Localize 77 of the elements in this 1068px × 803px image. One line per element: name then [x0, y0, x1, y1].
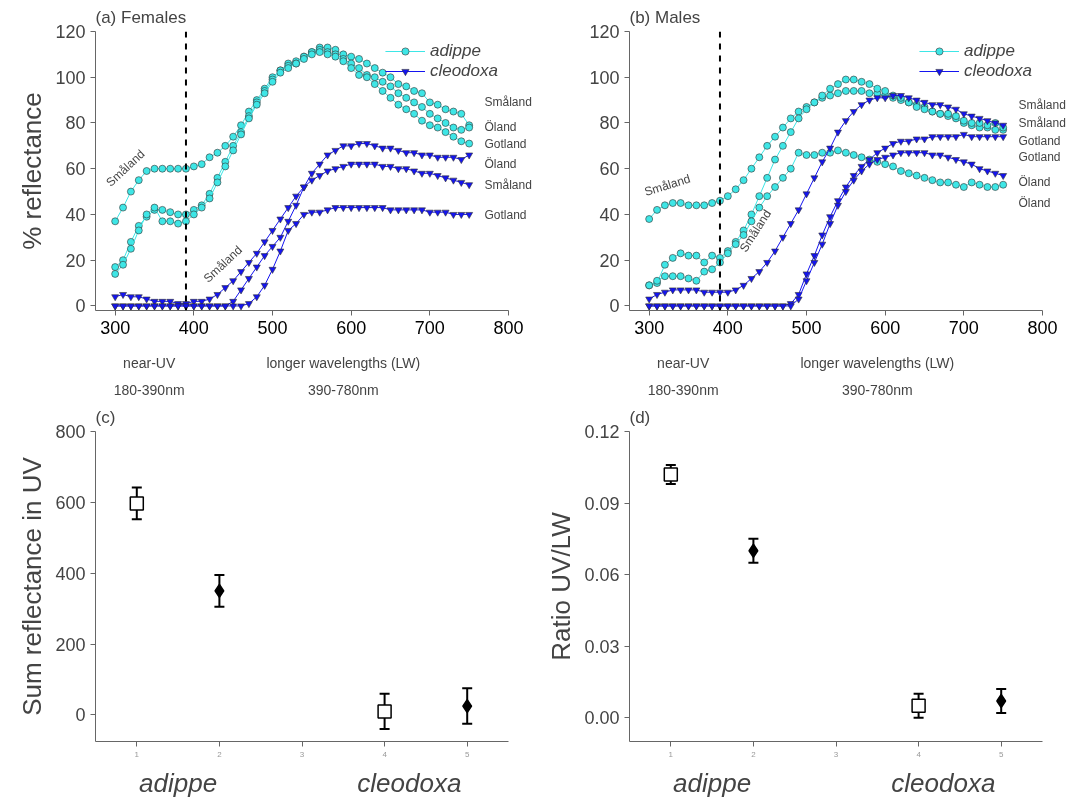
x-tick-label: 300 [100, 317, 131, 338]
text: longer wavelengths (LW) 390-780nm [800, 354, 955, 398]
y-tick-label: 80 [599, 113, 620, 134]
y-axis-title: Ratio UV/LW [546, 511, 577, 661]
x-tick-label: 700 [414, 317, 445, 338]
y-tick-label: 100 [589, 67, 620, 88]
annotation: Gotland [1018, 134, 1061, 149]
y-tick-label: 0.03 [584, 636, 620, 657]
text: adippe [673, 767, 752, 798]
x-tick-label: 600 [336, 317, 367, 338]
chart-title: (a) Females [95, 7, 187, 27]
text: cleodoxa [357, 767, 462, 798]
annotation: Öland [484, 120, 517, 135]
annotation: Småland [484, 95, 532, 110]
chart-title: (d) [629, 407, 651, 427]
y-tick-label: 40 [65, 204, 86, 225]
chart-title: (b) Males [629, 7, 701, 27]
y-tick-label: 60 [599, 159, 620, 180]
y-tick-label: 100 [55, 67, 86, 88]
x-tick-label: 3 [833, 749, 839, 759]
y-tick-label: 0.12 [584, 422, 620, 442]
x-tick-label: 400 [178, 317, 209, 338]
x-tick-label: 2 [217, 749, 223, 759]
y-tick-label: 40 [599, 204, 620, 225]
y-tick-label: 0 [75, 705, 86, 726]
x-tick-label: 800 [493, 317, 524, 338]
annotation: Småland [1018, 116, 1066, 131]
y-tick-label: 800 [55, 422, 86, 442]
text: near-UV 180-390nm [113, 354, 185, 398]
annotation: Gotland [484, 136, 527, 151]
x-tick-label: 5 [464, 749, 470, 759]
y-tick-label: 20 [65, 250, 86, 271]
annotation: Öland [1018, 196, 1051, 211]
y-tick-label: 0 [75, 296, 86, 317]
legend-label: adippe [429, 41, 481, 61]
text: adippe [139, 767, 218, 798]
x-tick-label: 500 [257, 317, 288, 338]
x-tick-label: 700 [948, 317, 979, 338]
y-tick-label: 120 [55, 22, 86, 42]
y-tick-label: 400 [55, 563, 86, 584]
y-axis-title: Sum reflectance in UV [17, 456, 48, 716]
annotation: Småland [1018, 97, 1066, 112]
x-tick-label: 600 [870, 317, 901, 338]
y-tick-label: 0 [609, 296, 620, 317]
x-tick-label: 4 [382, 749, 388, 759]
annotation: Gotland [1018, 150, 1061, 165]
y-tick-label: 0.06 [584, 565, 620, 586]
y-tick-label: 0.09 [584, 493, 620, 514]
x-tick-label: 300 [634, 317, 665, 338]
y-tick-label: 60 [65, 159, 86, 180]
x-tick-label: 800 [1027, 317, 1058, 338]
x-tick-label: 1 [134, 749, 140, 759]
y-tick-label: 20 [599, 250, 620, 271]
y-axis-title: % reflectance [17, 92, 48, 250]
x-tick-label: 1 [668, 749, 674, 759]
y-tick-label: 200 [55, 634, 86, 655]
x-tick-label: 4 [916, 749, 922, 759]
annotation: Öland [1018, 175, 1051, 190]
legend-label: cleodoxa [429, 61, 498, 81]
chart-title: (c) [95, 407, 116, 427]
y-tick-label: 120 [589, 22, 620, 42]
y-tick-label: 0.00 [584, 708, 620, 729]
text: near-UV 180-390nm [647, 354, 719, 398]
x-tick-label: 3 [299, 749, 305, 759]
text: longer wavelengths (LW) 390-780nm [266, 354, 421, 398]
text: cleodoxa [891, 767, 996, 798]
y-tick-label: 600 [55, 492, 86, 513]
x-tick-label: 2 [751, 749, 757, 759]
legend-label: adippe [963, 41, 1015, 61]
legend-label: cleodoxa [963, 61, 1032, 81]
y-tick-label: 80 [65, 113, 86, 134]
x-tick-label: 5 [998, 749, 1004, 759]
annotation: Gotland [484, 207, 527, 222]
x-tick-label: 500 [791, 317, 822, 338]
x-tick-label: 400 [712, 317, 743, 338]
annotation: Öland [484, 157, 517, 172]
annotation: Småland [484, 177, 532, 192]
